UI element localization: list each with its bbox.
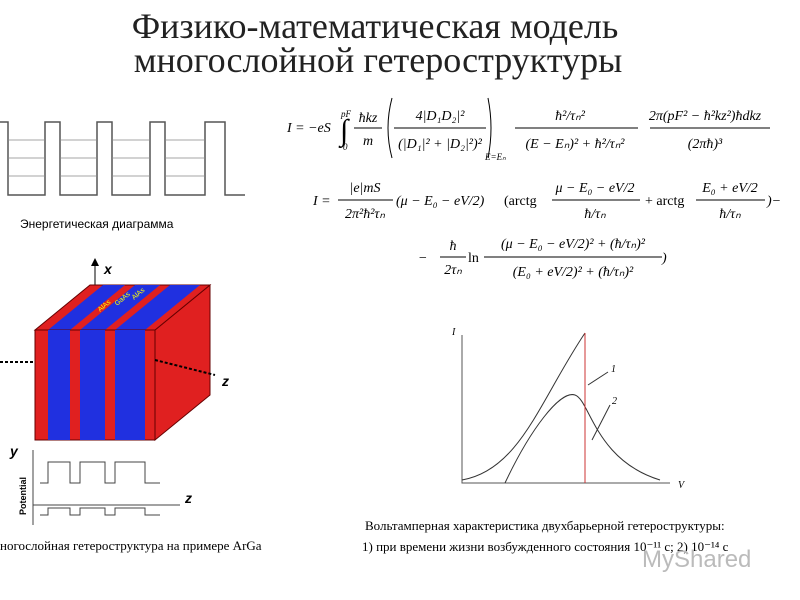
formula-text: 2π(pF² − ħ²kz²)ħdkz xyxy=(649,109,762,124)
formula-text: (|D₁|² + |D₂|²)² xyxy=(398,137,483,152)
structure-figure: AlAs GaAs AlAs x z y z Potential ногосло… xyxy=(0,258,262,553)
formula: I = |e|mS 2π²ħ²τₙ (μ − E₀ − eV/2) (arctg… xyxy=(312,181,781,222)
formula-text: ħ/τₙ xyxy=(584,207,606,222)
caption: Вольтамперная характеристика двухбарьерн… xyxy=(365,518,725,533)
axis-label: I xyxy=(451,327,456,338)
energy-diagram xyxy=(0,121,245,196)
formula-text: )− xyxy=(766,194,781,209)
axis-label: x xyxy=(103,261,113,277)
watermark: MyShared xyxy=(642,546,751,573)
formula: I = −eS ∫ pF 0 ħkz m 4|D₁D₂|² (|D₁|² + |… xyxy=(286,97,770,162)
formula-text: + arctg xyxy=(645,194,684,209)
title: многослойной гетероструктуры xyxy=(134,40,623,80)
curve-label: 2 xyxy=(612,396,617,407)
formula-text: pF xyxy=(340,109,352,119)
formula-text: E₀ + eV/2 xyxy=(701,181,758,196)
axis-label: Potential xyxy=(18,477,28,515)
leader xyxy=(587,371,609,386)
formula-text: μ − E₀ − eV/2 xyxy=(555,181,635,196)
axis-label: z xyxy=(221,373,229,389)
title: Физико-математическая модель xyxy=(132,6,619,46)
formula-text: 2π²ħ²τₙ xyxy=(345,207,385,222)
axes xyxy=(461,335,670,484)
potential-profile xyxy=(32,450,180,525)
formula-text: E=Eₙ xyxy=(484,152,506,162)
curve-1 xyxy=(461,332,586,481)
formula-text: (E₀ + eV/2)² + (ħ/τₙ)² xyxy=(513,265,634,280)
cube-front-stripes xyxy=(48,330,145,440)
formula-text: (2πħ)³ xyxy=(688,137,723,152)
formula-text: (arctg xyxy=(504,194,537,209)
formula-text: I = −eS xyxy=(286,121,331,136)
formula-text: (μ − E₀ − eV/2)² + (ħ/τₙ)² xyxy=(501,237,646,252)
axis-label: z xyxy=(184,490,192,506)
axis-label: y xyxy=(9,443,19,459)
formula-text: (E − Eₙ)² + ħ²/τₙ² xyxy=(526,137,626,152)
formula-text: ħ²/τₙ² xyxy=(555,109,586,124)
formula-text: 0 xyxy=(343,142,348,152)
caption: ногослойная гетероструктура на примере A… xyxy=(0,538,262,553)
formula-text: |e|mS xyxy=(349,181,380,196)
cube-top-stripes xyxy=(48,285,200,330)
arrow xyxy=(91,258,99,266)
formula-text: ) xyxy=(661,251,667,266)
axis xyxy=(154,359,216,376)
iv-graph: I V 1 2 Вольтамперная характеристика дву… xyxy=(362,327,729,554)
formula-text: I = xyxy=(312,194,331,209)
curve-2 xyxy=(504,394,661,484)
bracket xyxy=(387,97,492,159)
formula-text: ħkz xyxy=(359,111,378,126)
formula-text: − xyxy=(418,251,427,266)
formula-text: 2τₙ xyxy=(444,263,462,278)
axis-label: V xyxy=(678,480,686,491)
formula: − ħ 2τₙ ln (μ − E₀ − eV/2)² + (ħ/τₙ)² (E… xyxy=(418,237,667,280)
formula-text: 4|D₁D₂|² xyxy=(416,109,466,124)
formula-text: m xyxy=(363,134,373,149)
leader xyxy=(591,404,611,441)
formula-text: ln xyxy=(468,251,479,266)
curve-label: 1 xyxy=(611,364,616,375)
formula-text: ħ/τₙ xyxy=(719,207,741,222)
formula-text: (μ − E₀ − eV/2) xyxy=(396,194,485,209)
formula-text: ∫ xyxy=(338,114,350,149)
caption: Энергетическая диаграмма xyxy=(20,217,174,231)
formula-text: ħ xyxy=(450,239,457,254)
caption: 1) при времени жизни возбужденного состо… xyxy=(362,539,729,554)
